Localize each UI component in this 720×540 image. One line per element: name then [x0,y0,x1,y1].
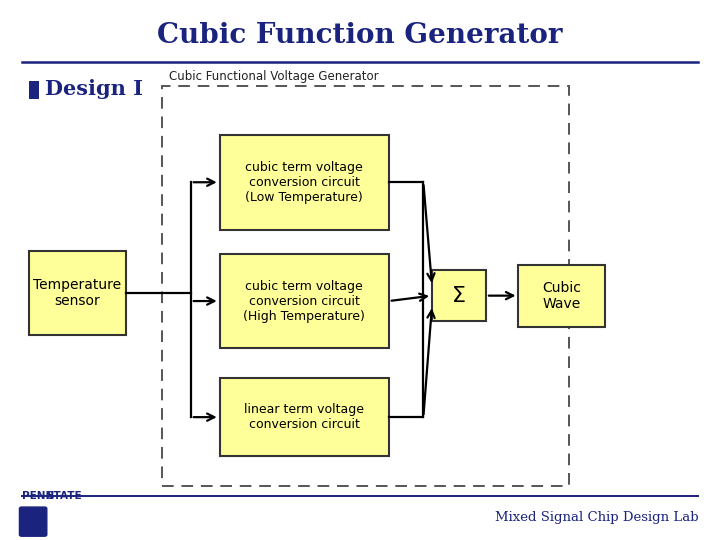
Text: linear term voltage
conversion circuit: linear term voltage conversion circuit [244,403,364,431]
Bar [432,270,486,321]
Text: cubic term voltage
conversion circuit
(Low Temperature): cubic term voltage conversion circuit (L… [246,161,363,204]
Text: STATE: STATE [46,491,81,501]
Text: Cubic Function Generator: Cubic Function Generator [157,22,563,49]
Bar [29,81,39,99]
Text: PENN: PENN [22,491,54,501]
Bar [162,86,569,486]
Text: Σ: Σ [452,286,466,306]
Bar [29,251,126,335]
Text: Temperature
sensor: Temperature sensor [33,278,122,308]
Text: Cubic
Wave: Cubic Wave [542,281,581,310]
Text: Cubic Functional Voltage Generator: Cubic Functional Voltage Generator [169,70,379,83]
Bar [518,265,605,327]
Bar [220,254,389,348]
FancyBboxPatch shape [19,507,47,536]
Text: cubic term voltage
conversion circuit
(High Temperature): cubic term voltage conversion circuit (H… [243,280,365,322]
Bar [220,378,389,456]
Text: Mixed Signal Chip Design Lab: Mixed Signal Chip Design Lab [495,511,698,524]
Text: Design I: Design I [45,79,143,99]
Bar [220,135,389,230]
